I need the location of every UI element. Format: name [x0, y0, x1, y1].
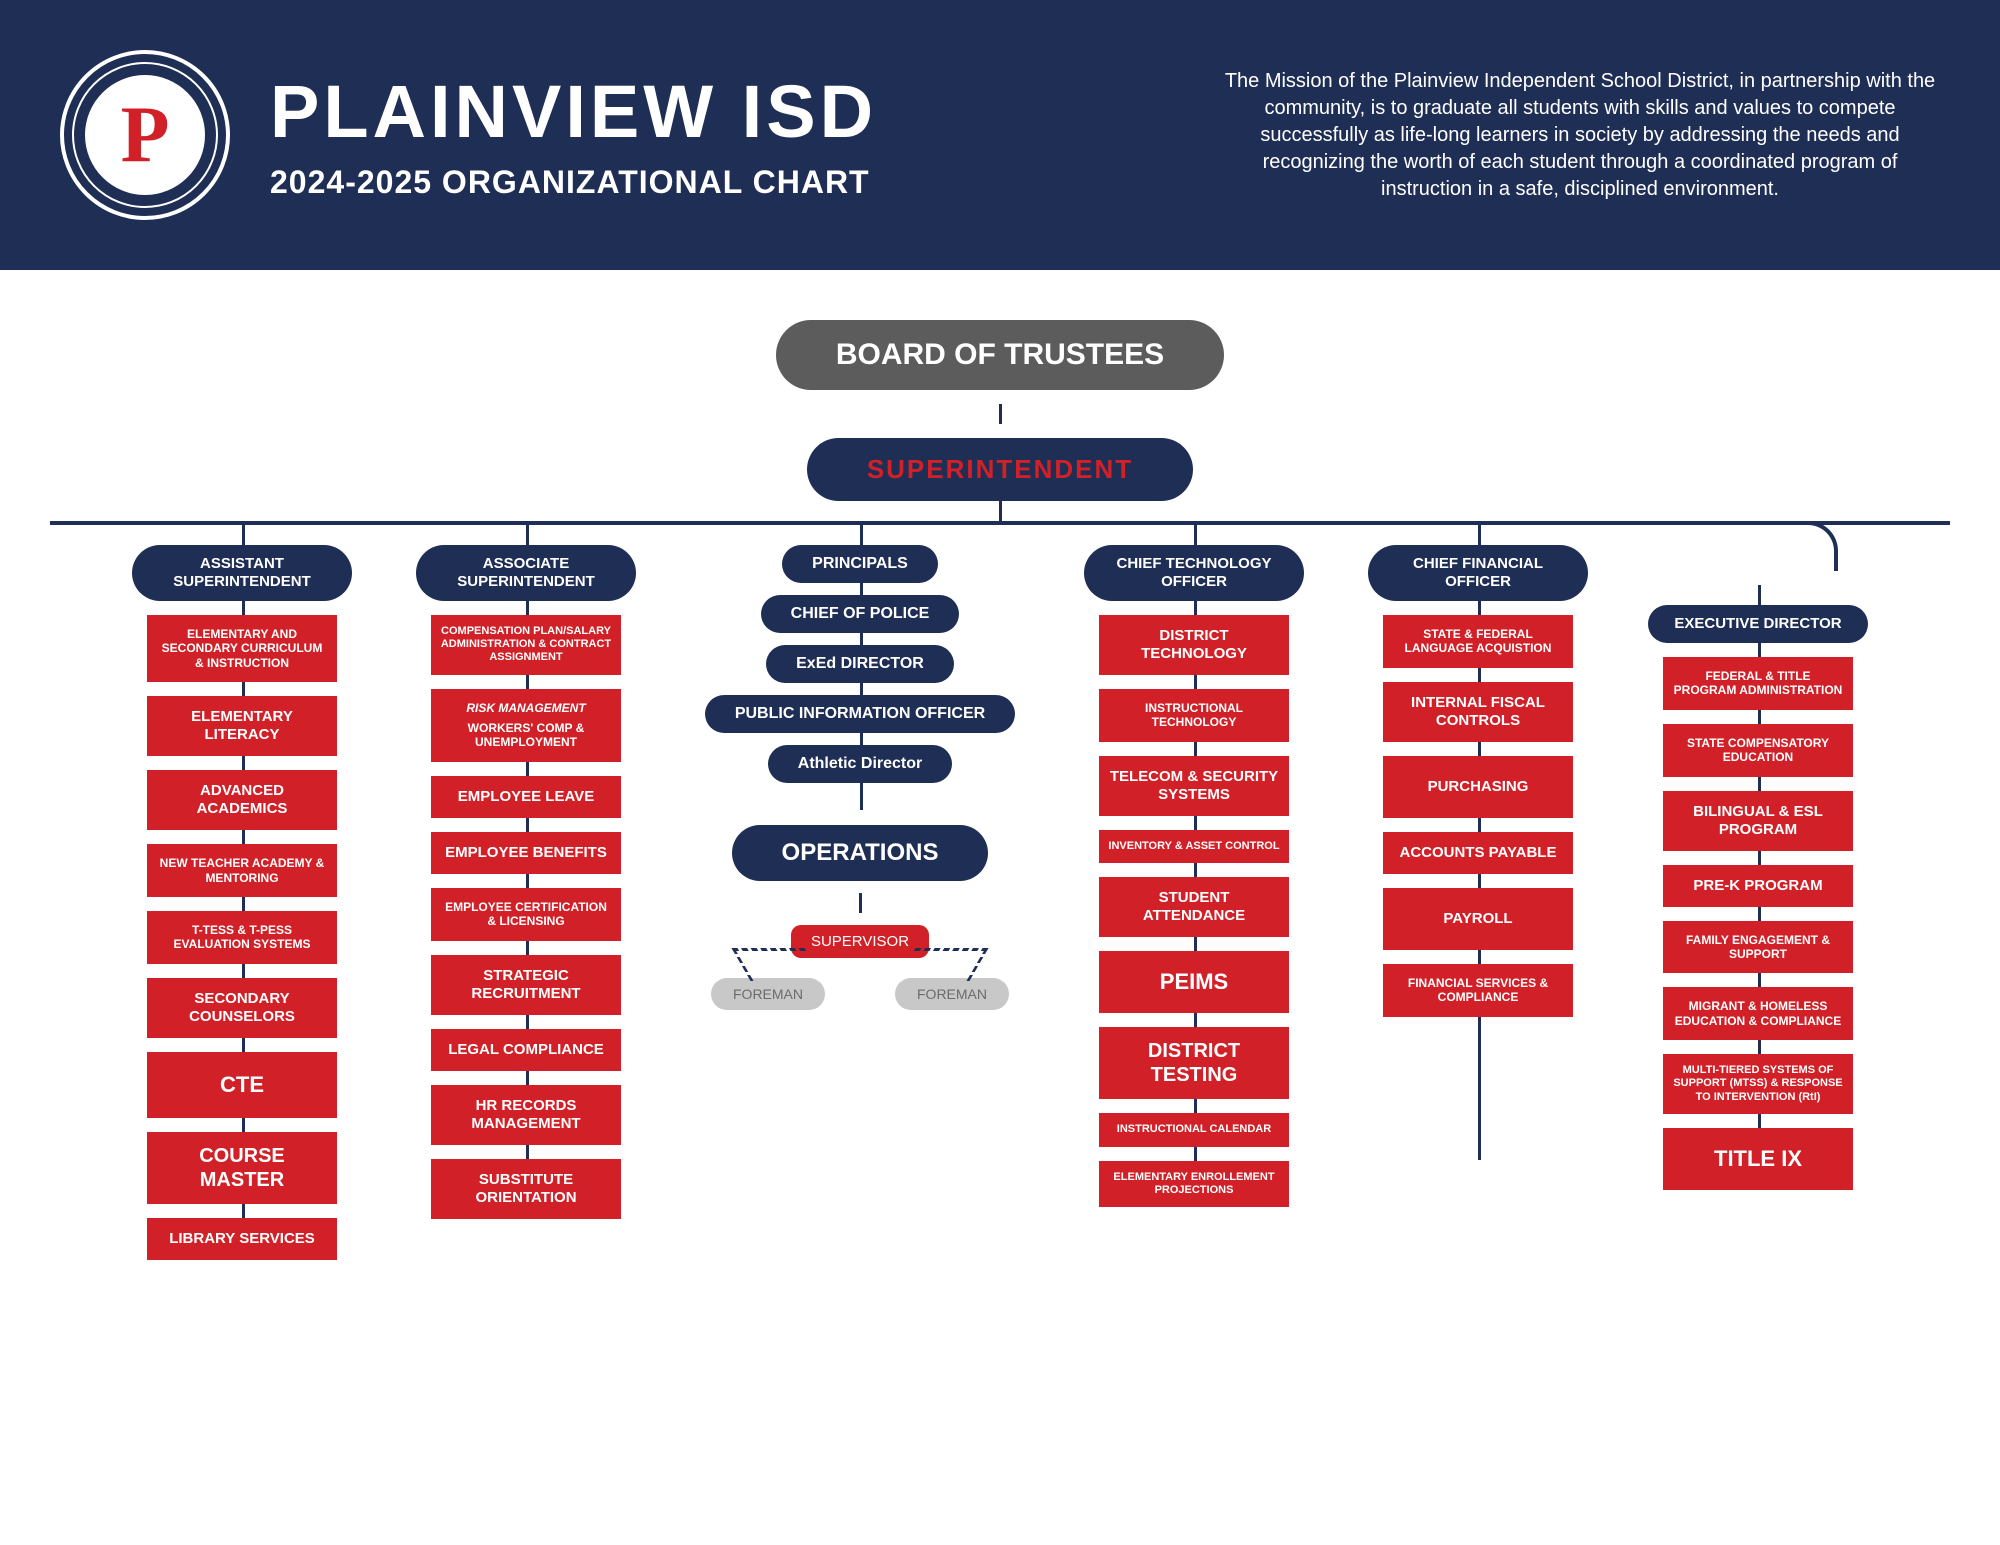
org-box: FINANCIAL SERVICES & COMPLIANCE	[1383, 964, 1573, 1017]
chief-of-police-node: CHIEF OF POLICE	[761, 595, 960, 633]
superintendent-node: SUPERINTENDENT	[807, 438, 1193, 501]
org-box: SECONDARY COUNSELORS	[147, 978, 337, 1038]
org-box: STATE COMPENSATORY EDUCATION	[1663, 724, 1853, 777]
org-box: ACCOUNTS PAYABLE	[1383, 832, 1573, 874]
foreman-node: FOREMAN	[711, 978, 825, 1010]
org-box: ADVANCED ACADEMICS	[147, 770, 337, 830]
public-information-officer-node: PUBLIC INFORMATION OFFICER	[705, 695, 1015, 733]
org-box: FEDERAL & TITLE PROGRAM ADMINISTRATION	[1663, 657, 1853, 710]
org-box: STRATEGIC RECRUITMENT	[431, 955, 621, 1015]
cfo-branch: CHIEF FINANCIAL OFFICER STATE & FEDERAL …	[1368, 545, 1868, 1190]
executive-director-head: EXECUTIVE DIRECTOR	[1648, 605, 1867, 643]
executive-director-column: EXECUTIVE DIRECTOR FEDERAL & TITLE PROGR…	[1648, 605, 1868, 1190]
supervisor-node: SUPERVISOR	[791, 925, 929, 958]
org-box: INVENTORY & ASSET CONTROL	[1099, 830, 1289, 863]
org-box: INSTRUCTIONAL CALENDAR	[1099, 1113, 1289, 1146]
org-box: MIGRANT & HOMELESS EDUCATION & COMPLIANC…	[1663, 987, 1853, 1040]
page-header: P PLAINVIEW ISD 2024-2025 ORGANIZATIONAL…	[0, 0, 2000, 270]
org-box: PURCHASING	[1383, 756, 1573, 818]
org-box: LEGAL COMPLIANCE	[431, 1029, 621, 1071]
exed-director-node: ExEd DIRECTOR	[766, 645, 954, 683]
org-chart: BOARD OF TRUSTEES SUPERINTENDENT ASSISTA…	[0, 270, 2000, 1340]
org-box: STUDENT ATTENDANCE	[1099, 877, 1289, 937]
org-box: SUBSTITUTE ORIENTATION	[431, 1159, 621, 1219]
chief-technology-officer-column: CHIEF TECHNOLOGY OFFICER DISTRICT TECHNO…	[1084, 545, 1304, 1207]
org-box: CTE	[147, 1052, 337, 1118]
org-box: FAMILY ENGAGEMENT & SUPPORT	[1663, 921, 1853, 974]
org-box: HR RECORDS MANAGEMENT	[431, 1085, 621, 1145]
org-box: MULTI-TIERED SYSTEMS OF SUPPORT (MTSS) &…	[1663, 1054, 1853, 1114]
org-box: TELECOM & SECURITY SYSTEMS	[1099, 756, 1289, 816]
cfo-head: CHIEF FINANCIAL OFFICER	[1368, 545, 1588, 601]
chief-financial-officer-column: CHIEF FINANCIAL OFFICER STATE & FEDERAL …	[1368, 545, 1588, 1190]
org-box: EMPLOYEE BENEFITS	[431, 832, 621, 874]
assistant-superintendent-column: ASSISTANT SUPERINTENDENT ELEMENTARY AND …	[132, 545, 352, 1260]
title-block: PLAINVIEW ISD 2024-2025 ORGANIZATIONAL C…	[270, 69, 877, 201]
org-box: COURSE MASTER	[147, 1132, 337, 1204]
org-name: PLAINVIEW ISD	[270, 69, 877, 154]
district-logo: P	[60, 50, 230, 220]
cto-head: CHIEF TECHNOLOGY OFFICER	[1084, 545, 1304, 601]
principals-node: PRINCIPALS	[782, 545, 938, 583]
operations-node: OPERATIONS	[732, 825, 989, 881]
org-box: T-TESS & T-PESS EVALUATION SYSTEMS	[147, 911, 337, 964]
org-box: ELEMENTARY LITERACY	[147, 696, 337, 756]
org-box: INSTRUCTIONAL TECHNOLOGY	[1099, 689, 1289, 742]
org-box: DISTRICT TECHNOLOGY	[1099, 615, 1289, 675]
org-box: ELEMENTARY ENROLLEMENT PROJECTIONS	[1099, 1161, 1289, 1207]
org-box: PRE-K PROGRAM	[1663, 865, 1853, 907]
org-box: LIBRARY SERVICES	[147, 1218, 337, 1260]
org-box: INTERNAL FISCAL CONTROLS	[1383, 682, 1573, 742]
org-box: STATE & FEDERAL LANGUAGE ACQUISTION	[1383, 615, 1573, 668]
mission-statement: The Mission of the Plainview Independent…	[1220, 68, 1940, 203]
associate-superintendent-head: ASSOCIATE SUPERINTENDENT	[416, 545, 636, 601]
athletic-director-node: Athletic Director	[768, 745, 952, 783]
org-box: RISK MANAGEMENT WORKERS' COMP & UNEMPLOY…	[431, 689, 621, 762]
org-box: EMPLOYEE CERTIFICATION & LICENSING	[431, 888, 621, 941]
org-box: PAYROLL	[1383, 888, 1573, 950]
assistant-superintendent-head: ASSISTANT SUPERINTENDENT	[132, 545, 352, 601]
org-box: ELEMENTARY AND SECONDARY CURRICULUM & IN…	[147, 615, 337, 682]
org-box: PEIMS	[1099, 951, 1289, 1013]
org-box: COMPENSATION PLAN/SALARY ADMINISTRATION …	[431, 615, 621, 675]
superintendent-direct-reports-column: PRINCIPALS CHIEF OF POLICE ExEd DIRECTOR…	[700, 545, 1020, 1010]
foreman-node: FOREMAN	[895, 978, 1009, 1010]
board-of-trustees-node: BOARD OF TRUSTEES	[776, 320, 1224, 390]
associate-superintendent-column: ASSOCIATE SUPERINTENDENT COMPENSATION PL…	[416, 545, 636, 1219]
chart-subtitle: 2024-2025 ORGANIZATIONAL CHART	[270, 164, 877, 201]
org-box: EMPLOYEE LEAVE	[431, 776, 621, 818]
org-box: BILINGUAL & ESL PROGRAM	[1663, 791, 1853, 851]
org-box: TITLE IX	[1663, 1128, 1853, 1190]
org-box: DISTRICT TESTING	[1099, 1027, 1289, 1099]
org-box: NEW TEACHER ACADEMY & MENTORING	[147, 844, 337, 897]
